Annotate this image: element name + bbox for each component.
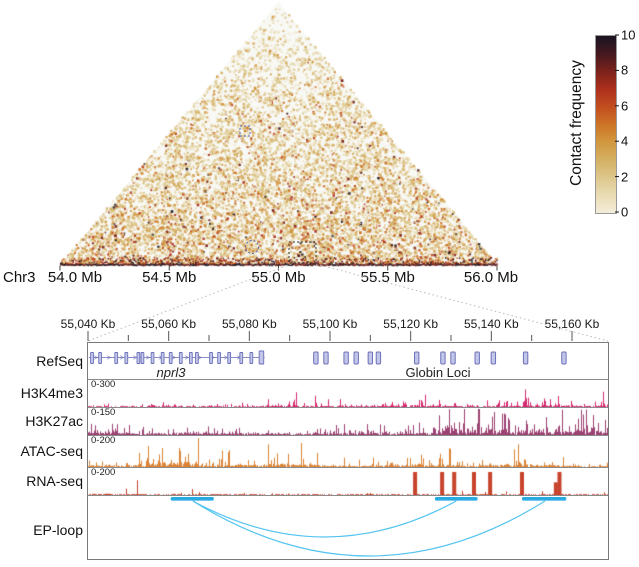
- globin-gene: [323, 351, 329, 365]
- loop-anchor: [521, 497, 567, 501]
- gene-exon: [239, 352, 244, 364]
- mb-tick-label: 54.0 Mb: [47, 269, 103, 286]
- rna-seq-track-canvas: [88, 469, 608, 495]
- kb-tick-label: 55,140 Kb: [463, 317, 519, 331]
- globin-gene: [440, 351, 446, 365]
- globin-gene: [414, 351, 420, 365]
- kb-tick-label: 55,040 Kb: [60, 317, 116, 331]
- globin-gene: [375, 351, 382, 365]
- track-label-rna-seq: RNA-seq: [26, 473, 83, 489]
- loop-anchor: [434, 497, 478, 501]
- gene-exon: [90, 352, 94, 364]
- track-divider: [88, 495, 608, 496]
- gene-exon: [98, 352, 102, 364]
- gene-exon: [249, 352, 254, 364]
- hic-contact-map-canvas: [58, 0, 500, 267]
- track-label-h3k27ac: H3K27ac: [25, 413, 83, 429]
- track-label-h3k4me3: H3K4me3: [20, 385, 83, 401]
- genome-browser-panel: nprl3 Globin Loci 0-300 0-150 0-200 0-200: [87, 342, 609, 560]
- colorbar-tick-label: 10: [621, 27, 636, 43]
- track-label-atac-seq: ATAC-seq: [20, 443, 84, 459]
- track-divider: [88, 407, 608, 408]
- colorbar-label: Contact frequency: [568, 60, 585, 186]
- track-divider: [88, 379, 608, 380]
- colorbar-tick-label: 6: [621, 98, 629, 114]
- gene-label-globin-loci: Globin Loci: [405, 365, 471, 380]
- colorbar-tick-label: 0: [621, 204, 629, 220]
- mb-tick-label: 55.5 Mb: [360, 269, 415, 286]
- gene-exon: [195, 352, 199, 364]
- gene-nprl3: [88, 350, 265, 365]
- colorbar-tick-label: 4: [621, 133, 629, 149]
- gene-exon: [150, 352, 155, 364]
- track-label-refseq: RefSeq: [36, 353, 83, 369]
- globin-gene: [490, 351, 497, 365]
- gene-exon: [209, 352, 213, 364]
- globin-gene: [450, 351, 456, 365]
- h3k4me3-track-canvas: [88, 381, 608, 407]
- loop-arc: [192, 500, 457, 538]
- globin-gene: [367, 351, 374, 365]
- range-label-rna-seq: 0-200: [91, 467, 116, 478]
- gene-exon: [217, 352, 221, 364]
- mb-tick-label: 55.0 Mb: [251, 269, 306, 286]
- chromosome-label: Chr3: [3, 269, 36, 286]
- globin-gene: [561, 351, 567, 365]
- mb-tick-label: 56.0 Mb: [463, 269, 519, 286]
- globin-gene: [313, 351, 319, 365]
- gene-exon: [168, 352, 173, 364]
- gene-exon: [258, 350, 265, 365]
- colorbar-tick-label: 8: [621, 62, 629, 78]
- kb-tick-label: 55,100 Kb: [302, 317, 358, 331]
- gene-label-nprl3: nprl3: [156, 365, 186, 380]
- globin-gene: [474, 351, 480, 365]
- loop-anchor: [170, 497, 214, 501]
- gene-exon: [136, 352, 141, 364]
- h3k27ac-track-canvas: [88, 408, 608, 435]
- colorbar-tick-label: 2: [621, 169, 629, 185]
- range-label-h3k4me3: 0-300: [91, 379, 116, 390]
- gene-exon: [227, 352, 232, 364]
- atac-seq-track-canvas: [88, 437, 608, 467]
- track-divider: [88, 467, 608, 468]
- ep-loop-track: [170, 497, 567, 557]
- kb-tick-label: 55,060 Kb: [141, 317, 197, 331]
- colorbar: [595, 35, 617, 214]
- range-label-h3k27ac: 0-150: [91, 407, 116, 418]
- loop-arc: [192, 500, 546, 557]
- globin-gene: [343, 351, 349, 365]
- track-divider: [88, 435, 608, 436]
- gene-exon: [178, 352, 183, 364]
- globin-gene: [353, 351, 359, 365]
- mb-tick-label: 54.5 Mb: [142, 269, 197, 286]
- refseq-track: [88, 350, 567, 365]
- gene-exon: [188, 352, 193, 364]
- kb-tick-label: 55,160 Kb: [544, 317, 600, 331]
- gene-exon: [124, 352, 129, 364]
- kb-tick-label: 55,120 Kb: [383, 317, 439, 331]
- range-label-atac-seq: 0-200: [91, 435, 116, 446]
- gene-exon: [140, 352, 145, 364]
- gene-exon: [114, 352, 119, 364]
- track-label-ep-loop: EP-loop: [33, 522, 83, 538]
- kb-tick-label: 55,080 Kb: [221, 317, 277, 331]
- gene-exon: [160, 352, 165, 364]
- globin-gene: [522, 351, 529, 365]
